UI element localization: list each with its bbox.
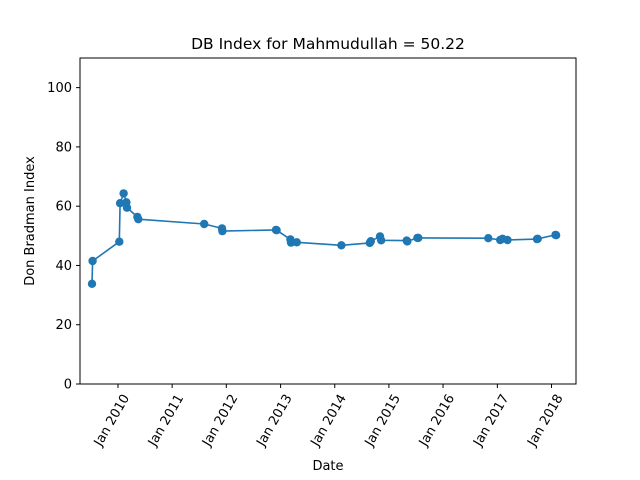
data-point — [272, 226, 281, 235]
y-tick-label: 0 — [64, 378, 72, 393]
y-tick-label: 100 — [47, 81, 72, 96]
y-axis: 0 20 40 60 80 100 — [47, 81, 80, 393]
data-point — [122, 203, 132, 212]
data-point — [551, 231, 561, 240]
data-point — [87, 279, 97, 288]
data-point — [292, 238, 301, 247]
data-point — [414, 233, 423, 243]
data-point — [503, 235, 512, 245]
data-point — [337, 241, 346, 250]
chart-title: DB Index for Mahmudullah = 50.22 — [191, 35, 465, 53]
data-point — [533, 234, 542, 243]
data-point — [119, 189, 128, 198]
data-point — [377, 236, 386, 245]
data-point — [366, 237, 375, 246]
data-point — [218, 226, 227, 236]
y-tick-label: 40 — [55, 259, 72, 274]
y-tick-label: 80 — [55, 140, 72, 155]
series-layer — [87, 189, 561, 288]
y-axis-title: Don Bradman Index — [23, 156, 38, 286]
data-point — [88, 256, 97, 266]
data-point — [134, 215, 143, 224]
x-axis-title: Date — [312, 459, 343, 474]
data-point — [403, 237, 412, 246]
data-point — [484, 234, 493, 243]
y-tick-label: 60 — [55, 200, 72, 215]
data-point — [115, 237, 124, 246]
y-tick-label: 20 — [55, 318, 72, 333]
data-point — [200, 219, 209, 229]
plot-frame — [79, 57, 577, 385]
data-point — [115, 199, 125, 208]
